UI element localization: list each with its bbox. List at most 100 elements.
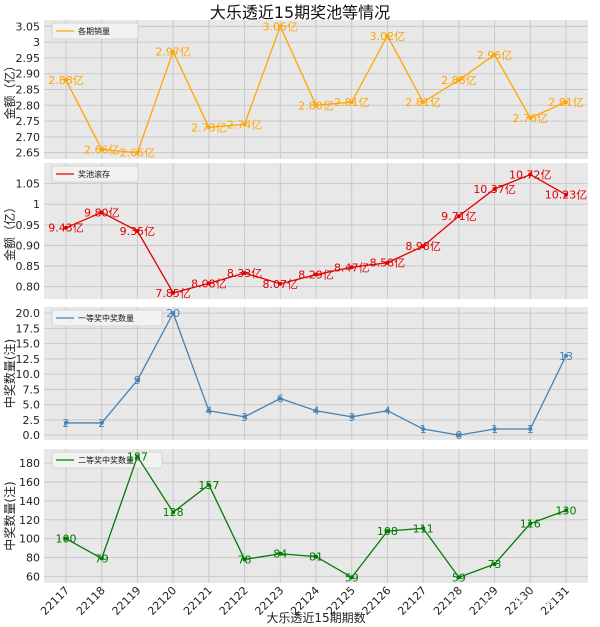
data-label: 9.43亿 xyxy=(48,222,84,235)
legend-box xyxy=(51,22,139,40)
y-tick-label: 120 xyxy=(19,514,40,527)
data-point xyxy=(99,556,104,561)
data-label: 78 xyxy=(238,553,252,566)
y-tick-label: 2.90 xyxy=(16,68,41,81)
data-point xyxy=(135,454,140,459)
y-tick-label: 140 xyxy=(19,495,40,508)
y-tick-label: 3 xyxy=(33,36,40,49)
data-point xyxy=(421,244,426,249)
y-tick-label: 160 xyxy=(19,476,40,489)
data-label: 116 xyxy=(520,518,541,531)
data-point xyxy=(421,427,426,432)
x-tick-label: 22119 xyxy=(110,584,144,618)
data-point xyxy=(349,414,354,419)
data-label: 4 xyxy=(313,405,320,418)
y-tick-label: 0.95 xyxy=(16,219,41,232)
data-label: 1 xyxy=(527,423,534,436)
data-label: 10.72亿 xyxy=(509,169,552,182)
y-tick-label: 0.85 xyxy=(16,260,41,273)
y-tick-label: 1.05 xyxy=(16,178,41,191)
data-point xyxy=(171,510,176,515)
y-axis-label: 中奖数量(注) xyxy=(2,481,17,550)
data-point xyxy=(349,265,354,270)
data-point xyxy=(171,311,176,316)
data-point xyxy=(385,33,390,38)
data-label: 8.33亿 xyxy=(227,267,263,280)
data-label: 8.29亿 xyxy=(298,269,334,282)
y-tick-label: 0.80 xyxy=(16,281,41,294)
y-tick-label: 3.05 xyxy=(16,20,41,33)
y-tick-label: 10.0 xyxy=(16,368,41,381)
data-label: 4 xyxy=(205,405,212,418)
data-label: 84 xyxy=(273,548,287,561)
data-point xyxy=(135,229,140,233)
x-tick-label: 22127 xyxy=(395,584,429,618)
data-label: 108 xyxy=(377,525,398,538)
data-point xyxy=(528,521,533,526)
data-point xyxy=(421,526,426,531)
y-tick-label: 15.0 xyxy=(16,338,41,351)
data-label: 157 xyxy=(198,479,219,492)
y-tick-label: 12.5 xyxy=(16,353,41,366)
y-tick-label: 2.70 xyxy=(16,131,41,144)
data-label: 2.80亿 xyxy=(298,99,334,112)
data-point xyxy=(99,420,104,425)
data-label: 2.76亿 xyxy=(513,112,549,125)
data-point xyxy=(314,272,318,277)
x-axis-label: 大乐透近15期期数 xyxy=(266,610,365,625)
data-label: 2.96亿 xyxy=(477,49,513,62)
y-tick-label: 180 xyxy=(19,457,40,470)
data-label: 59 xyxy=(452,571,466,584)
data-label: 187 xyxy=(127,451,148,464)
data-point xyxy=(242,557,247,562)
legend-label: 二等奖中奖数量 xyxy=(78,455,134,465)
legend-label: 一等奖中奖数量 xyxy=(78,313,134,323)
data-label: 111 xyxy=(413,522,434,535)
data-point xyxy=(528,172,533,177)
data-label: 79 xyxy=(95,552,109,565)
data-point xyxy=(528,115,533,120)
legend-label: 各期销量 xyxy=(78,26,110,36)
data-point xyxy=(99,210,104,215)
data-point xyxy=(242,122,247,127)
data-point xyxy=(492,52,497,57)
data-point xyxy=(314,408,318,413)
data-label: 4 xyxy=(384,405,391,418)
data-point xyxy=(564,192,568,197)
data-point xyxy=(456,575,461,580)
data-point xyxy=(206,125,211,130)
figure-title: 大乐透近15期奖池等情况 xyxy=(210,3,390,22)
data-label: 59 xyxy=(345,571,359,584)
data-label: 73 xyxy=(488,558,502,571)
data-label: 2 xyxy=(63,417,70,430)
data-point xyxy=(278,281,283,286)
data-point xyxy=(242,271,247,276)
data-label: 8.08亿 xyxy=(191,277,227,290)
data-point xyxy=(278,396,283,401)
y-tick-label: 1 xyxy=(33,198,40,211)
data-label: 8.47亿 xyxy=(334,261,370,274)
x-tick-label: 22120 xyxy=(145,584,179,618)
data-label: 2.73亿 xyxy=(191,121,227,134)
legend-box xyxy=(51,165,139,183)
data-label: 2.81亿 xyxy=(405,96,441,109)
data-point xyxy=(135,378,140,383)
data-point xyxy=(206,281,211,286)
data-point xyxy=(314,103,318,108)
y-tick-label: 80 xyxy=(26,552,40,565)
data-point xyxy=(456,214,461,219)
y-tick-label: 2.65 xyxy=(16,147,41,160)
data-label: 2.88亿 xyxy=(48,74,84,87)
data-label: 2.65亿 xyxy=(120,147,156,160)
data-point xyxy=(64,420,68,425)
watermark: 知乎 @数字故事 xyxy=(452,593,554,610)
y-tick-label: 5.0 xyxy=(23,399,41,412)
legend-label: 奖池滚存 xyxy=(78,169,110,179)
data-point xyxy=(135,150,140,155)
y-tick-label: 2.85 xyxy=(16,84,41,97)
data-label: 3.02亿 xyxy=(370,30,406,43)
data-label: 100 xyxy=(56,533,77,546)
y-tick-label: 7.5 xyxy=(23,383,41,396)
x-tick-label: 22118 xyxy=(74,584,108,618)
data-point xyxy=(492,186,497,191)
